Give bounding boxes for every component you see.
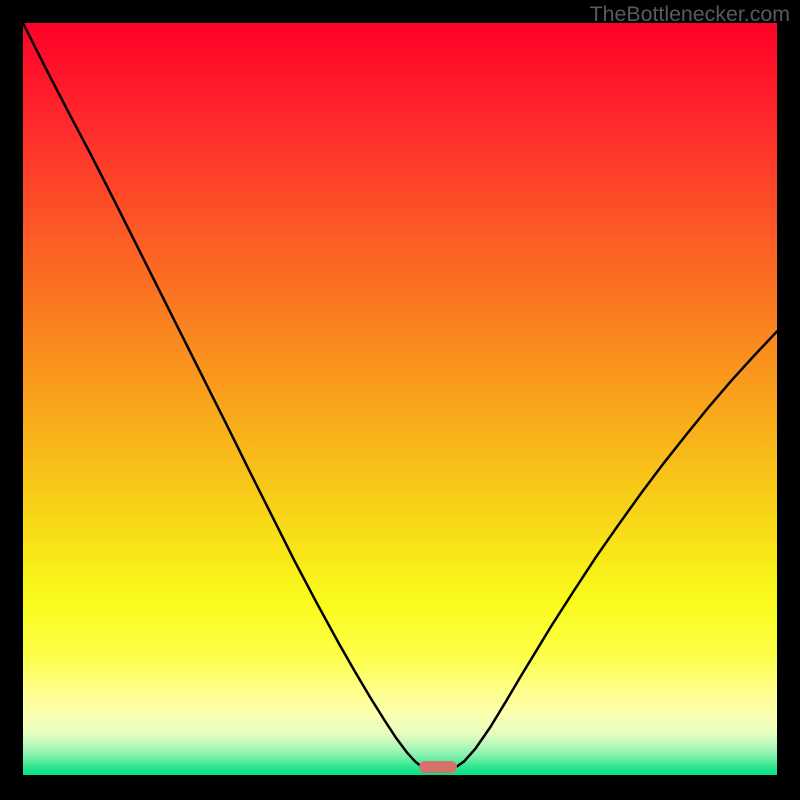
plot-area: [23, 23, 777, 775]
chart-stage: TheBottlenecker.com: [0, 0, 800, 800]
bottleneck-curve: [23, 23, 777, 775]
optimum-marker: [419, 761, 457, 773]
watermark-label: TheBottlenecker.com: [590, 2, 790, 27]
